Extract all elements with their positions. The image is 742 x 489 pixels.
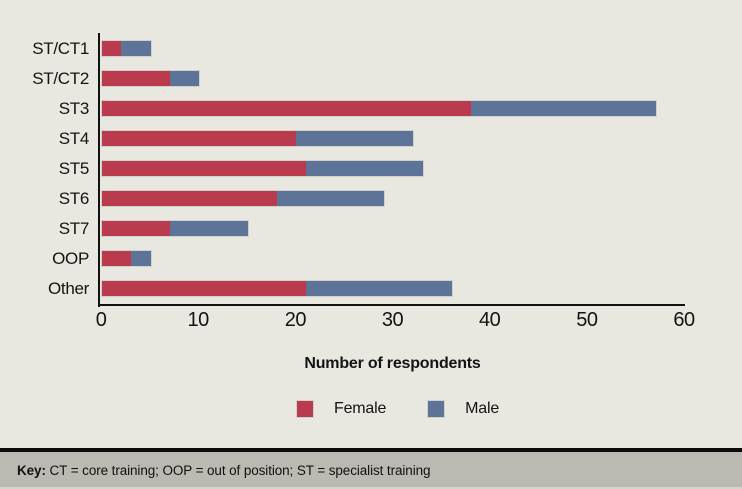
x-axis-tick-labels: 0 10 20 30 40 50 60	[96, 308, 695, 334]
bar-segment-female	[102, 221, 171, 236]
legend-label-female: Female	[334, 400, 387, 417]
x-axis-line	[98, 304, 685, 306]
bar-segment-female	[102, 191, 277, 206]
footer-key-bar: Key: CT = core training; OOP = out of po…	[0, 452, 742, 489]
chart-plot-area	[98, 33, 685, 307]
footer-key-label: Key:	[17, 463, 46, 478]
x-axis-label: Number of respondents	[304, 355, 481, 372]
category-label: ST3	[58, 99, 90, 118]
bar-segment-male	[296, 131, 413, 146]
bar-segment-female	[102, 131, 297, 146]
bar-segment-female	[102, 281, 307, 296]
x-tick-label: 10	[187, 309, 210, 331]
bar-segment-female	[102, 251, 132, 266]
bar-row	[101, 220, 249, 237]
bar-segment-female	[102, 41, 122, 56]
bar-row	[101, 250, 152, 267]
footer-divider-rule	[0, 448, 742, 452]
category-label: Other	[47, 279, 89, 298]
x-tick-label: 30	[381, 309, 404, 331]
x-tick-label: 50	[576, 309, 598, 331]
bar-segment-female	[102, 71, 171, 86]
bar-segment-male	[306, 161, 423, 176]
footer-bottom-edge	[0, 487, 742, 489]
legend-label-male: Male	[465, 400, 500, 417]
category-label: ST5	[58, 159, 90, 178]
legend-item-female: Female	[296, 400, 387, 418]
category-label: ST6	[58, 189, 90, 208]
bar-segment-male	[306, 281, 452, 296]
y-axis-category-labels: ST/CT1 ST/CT2 ST3 ST4 ST5 ST6 ST7 OOP Other	[0, 33, 89, 305]
bar-segment-male	[121, 41, 151, 56]
category-label: ST4	[58, 129, 90, 148]
y-axis-line	[98, 33, 100, 307]
bar-segment-male	[471, 101, 656, 116]
x-tick-label: 20	[284, 309, 307, 331]
bar-row	[101, 130, 414, 147]
legend: Female Male	[296, 400, 500, 418]
bar-segment-male	[170, 221, 248, 236]
category-label: OOP	[52, 249, 89, 268]
legend-item-male: Male	[427, 400, 500, 418]
category-label: ST/CT1	[32, 39, 89, 58]
bar-row	[101, 190, 385, 207]
bar-row	[101, 160, 424, 177]
bar-row	[101, 280, 453, 297]
bar-row	[101, 40, 152, 57]
category-label: ST7	[58, 219, 90, 238]
bar-row	[100, 70, 201, 87]
bar-segment-male	[276, 191, 384, 206]
legend-swatch-male	[427, 400, 446, 418]
category-label: ST/CT2	[32, 69, 89, 88]
bar-segment-female	[102, 101, 472, 116]
bar-row	[101, 100, 657, 117]
x-tick-label: 0	[95, 309, 107, 331]
x-tick-label: 40	[479, 309, 501, 331]
bar-segment-male	[131, 251, 151, 266]
bar-segment-female	[102, 161, 307, 176]
legend-swatch-female	[296, 400, 314, 418]
footer-key-text: Key: CT = core training; OOP = out of po…	[0, 463, 431, 478]
footer-key-definitions: CT = core training; OOP = out of positio…	[45, 463, 431, 478]
bar-segment-male	[170, 71, 200, 86]
x-tick-label: 60	[673, 309, 695, 331]
